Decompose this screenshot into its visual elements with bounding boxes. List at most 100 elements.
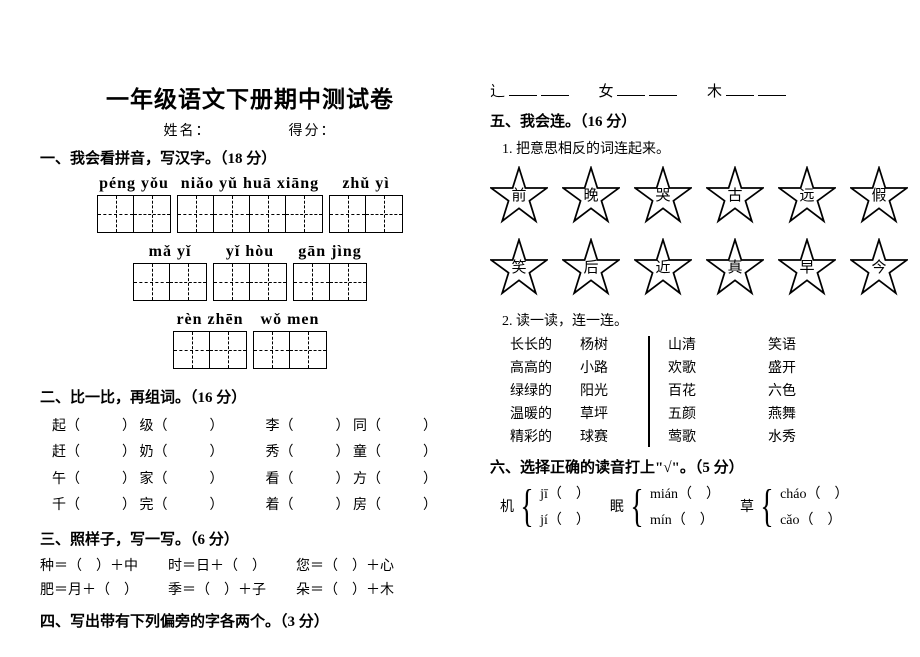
match-item[interactable]: 绿绿的: [510, 380, 580, 403]
s2-row: 赶（ ） 奶（ ）秀（ ） 童（ ）: [42, 441, 458, 465]
char-grid[interactable]: [293, 263, 367, 301]
char-cell[interactable]: [294, 264, 330, 300]
match-item[interactable]: 山清: [668, 334, 728, 357]
pinyin-block: zhǔ yì: [329, 175, 403, 233]
s2-cell[interactable]: 看（ ） 方（ ）: [245, 468, 458, 492]
star-item[interactable]: 前: [490, 166, 548, 224]
s3-item[interactable]: 朵＝（ ）＋木: [296, 579, 394, 603]
char-cell[interactable]: [286, 196, 322, 232]
match-item[interactable]: 莺歌: [668, 426, 728, 449]
match-item[interactable]: 杨树: [580, 334, 630, 357]
star-label: 远: [799, 184, 814, 205]
char-cell[interactable]: [134, 264, 170, 300]
char-cell[interactable]: [134, 196, 170, 232]
radical-item[interactable]: 女: [599, 80, 678, 101]
match-item[interactable]: 笑语: [768, 334, 818, 357]
char-cell[interactable]: [98, 196, 134, 232]
s6-item: 机{jī（ ）jí（ ）: [500, 483, 590, 529]
char-grid[interactable]: [213, 263, 287, 301]
match-item[interactable]: 长长的: [510, 334, 580, 357]
match-wrap: 长长的高高的绿绿的温暖的精彩的 杨树小路阳光草坪球赛 山清欢歌百花五颜莺歌 笑语…: [510, 334, 908, 449]
match-item[interactable]: 盛开: [768, 357, 818, 380]
star-item[interactable]: 古: [706, 166, 764, 224]
star-item[interactable]: 真: [706, 238, 764, 296]
s1-heading: 一、我会看拼音，写汉字。（18 分）: [40, 148, 460, 171]
char-cell[interactable]: [330, 264, 366, 300]
s3-item[interactable]: 您＝（ ）＋心: [296, 555, 394, 579]
s6-option[interactable]: mián（ ）: [650, 483, 720, 503]
meta-line: 姓名： 得分：: [40, 120, 460, 140]
radical-item[interactable]: 木: [707, 80, 786, 101]
match-item[interactable]: 五颜: [668, 403, 728, 426]
match-item[interactable]: 精彩的: [510, 426, 580, 449]
char-grid[interactable]: [133, 263, 207, 301]
s3-item[interactable]: 时＝日＋（ ）: [168, 555, 266, 579]
star-item[interactable]: 笑: [490, 238, 548, 296]
char-cell[interactable]: [330, 196, 366, 232]
char-cell[interactable]: [290, 332, 326, 368]
pinyin-label: zhǔ yì: [342, 175, 389, 193]
star-item[interactable]: 近: [634, 238, 692, 296]
star-item[interactable]: 晚: [562, 166, 620, 224]
char-cell[interactable]: [366, 196, 402, 232]
char-grid[interactable]: [253, 331, 327, 369]
char-cell[interactable]: [214, 264, 250, 300]
match-item[interactable]: 燕舞: [768, 403, 818, 426]
char-cell[interactable]: [178, 196, 214, 232]
radical-item[interactable]: 辶: [490, 80, 569, 101]
match-item[interactable]: 阳光: [580, 380, 630, 403]
s6-options: jī（ ） jí（ ）: [540, 483, 590, 529]
char-cell[interactable]: [174, 332, 210, 368]
char-grid[interactable]: [97, 195, 171, 233]
match-item[interactable]: 六色: [768, 380, 818, 403]
star-item[interactable]: 假: [850, 166, 908, 224]
match-item[interactable]: 高高的: [510, 357, 580, 380]
star-label: 真: [727, 256, 742, 277]
s3-body: 种＝（ ）＋中 时＝日＋（ ） 您＝（ ）＋心肥＝月＋（ ） 季＝（ ）＋子 朵＝（ ）…: [40, 555, 460, 603]
star-item[interactable]: 今: [850, 238, 908, 296]
char-cell[interactable]: [210, 332, 246, 368]
s6-option[interactable]: cháo（ ）: [780, 483, 848, 503]
char-grid[interactable]: [177, 195, 323, 233]
score-label: 得分：: [289, 124, 337, 139]
char-cell[interactable]: [250, 196, 286, 232]
match-item[interactable]: 小路: [580, 357, 630, 380]
match-item[interactable]: 水秀: [768, 426, 818, 449]
match-item[interactable]: 球赛: [580, 426, 630, 449]
match-col-c: 山清欢歌百花五颜莺歌: [668, 334, 728, 449]
char-cell[interactable]: [250, 264, 286, 300]
s3-item[interactable]: 种＝（ ）＋中: [40, 555, 138, 579]
s6-option[interactable]: jí（ ）: [540, 509, 590, 529]
star-item[interactable]: 后: [562, 238, 620, 296]
char-cell[interactable]: [254, 332, 290, 368]
s2-cell[interactable]: 午（ ） 家（ ）: [42, 468, 243, 492]
char-cell[interactable]: [170, 264, 206, 300]
match-item[interactable]: 百花: [668, 380, 728, 403]
match-item[interactable]: 温暖的: [510, 403, 580, 426]
s2-cell[interactable]: 李（ ） 同（ ）: [245, 415, 458, 439]
s6-option[interactable]: jī（ ）: [540, 483, 590, 503]
s2-cell[interactable]: 着（ ） 房（ ）: [245, 494, 458, 518]
s2-cell[interactable]: 起（ ） 级（ ）: [42, 415, 243, 439]
s2-cell[interactable]: 赶（ ） 奶（ ）: [42, 441, 243, 465]
char-cell[interactable]: [214, 196, 250, 232]
s2-cell[interactable]: 秀（ ） 童（ ）: [245, 441, 458, 465]
pinyin-block: mǎ yǐ: [133, 243, 207, 301]
s3-item[interactable]: 肥＝月＋（ ）: [40, 579, 138, 603]
match-item[interactable]: 草坪: [580, 403, 630, 426]
char-grid[interactable]: [173, 331, 247, 369]
s2-cell[interactable]: 千（ ） 完（ ）: [42, 494, 243, 518]
star-item[interactable]: 哭: [634, 166, 692, 224]
s3-item[interactable]: 季＝（ ）＋子: [168, 579, 266, 603]
star-item[interactable]: 早: [778, 238, 836, 296]
s2-heading: 二、比一比，再组词。（16 分）: [40, 387, 460, 410]
s6-option[interactable]: cǎo（ ）: [780, 509, 848, 529]
char-grid[interactable]: [329, 195, 403, 233]
pinyin-block: péng yǒu: [97, 175, 171, 233]
s2-row: 起（ ） 级（ ）李（ ） 同（ ）: [42, 415, 458, 439]
pinyin-label: wǒ men: [261, 311, 320, 329]
pinyin-label: rèn zhēn: [176, 311, 243, 329]
match-item[interactable]: 欢歌: [668, 357, 728, 380]
s6-option[interactable]: mín（ ）: [650, 509, 720, 529]
star-item[interactable]: 远: [778, 166, 836, 224]
